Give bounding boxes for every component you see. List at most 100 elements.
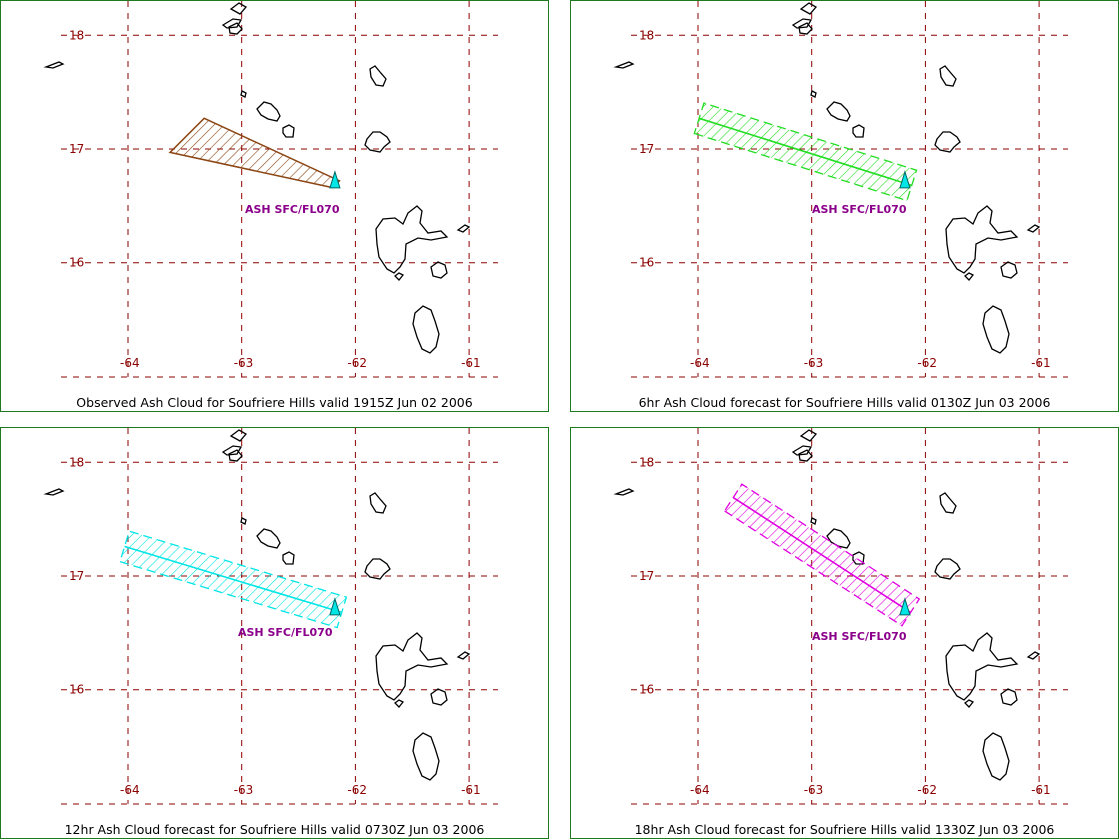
latitude-label: 16 (69, 683, 84, 697)
grid-lines (61, 1, 498, 378)
ash-cloud-axis (698, 117, 912, 187)
island-la-desirade (1026, 651, 1041, 660)
ash-level-label: ASH SFC/FL070 (238, 626, 333, 639)
longitude-label: -61 (1031, 783, 1051, 797)
island-nevis-north (791, 445, 813, 456)
volcano-icon (899, 170, 911, 189)
latitude-label: 17 (639, 569, 654, 583)
latitude-label: 16 (639, 256, 654, 270)
latitude-label: 18 (639, 28, 654, 42)
island-marie-galante (430, 688, 448, 706)
longitude-label: -62 (917, 356, 937, 370)
island-montserrat-n (826, 528, 851, 549)
island-antigua (364, 131, 391, 153)
island-saba (43, 488, 65, 496)
longitude-label: -63 (234, 783, 254, 797)
volcano-marker (329, 170, 341, 189)
ash-level-label: ASH SFC/FL070 (245, 203, 340, 216)
ash-cloud-axis (124, 545, 342, 614)
island-antigua-top (799, 429, 818, 442)
island-small-a (228, 449, 243, 462)
island-marie-galante (1000, 261, 1018, 279)
island-la-desirade (456, 651, 471, 660)
latitude-label: 16 (69, 256, 84, 270)
island-marie-galante (430, 261, 448, 279)
ash-cloud (168, 117, 341, 189)
island-montserrat-n (256, 101, 281, 122)
longitude-label: -61 (461, 356, 481, 370)
island-saba (613, 61, 635, 69)
longitude-label: -64 (120, 783, 140, 797)
longitude-label: -64 (120, 356, 140, 370)
island-redonda (240, 90, 247, 98)
island-dominica (982, 732, 1010, 781)
panel-caption: 6hr Ash Cloud forecast for Soufriere Hil… (638, 395, 1051, 410)
longitude-label: -63 (804, 356, 824, 370)
map-canvas: 18 17 16 -64 -63 -62 -61 ASH SFC/FL070 (613, 428, 1068, 805)
grid-lines (631, 1, 1068, 378)
island-antigua-top (229, 2, 248, 15)
latitude-label: 17 (69, 142, 84, 156)
ash-cloud (693, 102, 918, 202)
panel-caption: 12hr Ash Cloud forecast for Soufriere Hi… (64, 822, 485, 837)
island-les-saintes (964, 699, 975, 708)
island-montserrat (282, 551, 295, 565)
island-barbuda (369, 492, 387, 514)
map-canvas: 18 17 16 -64 -63 -62 -61 ASH SFC/FL070 (613, 1, 1068, 378)
island-montserrat-n (826, 101, 851, 122)
volcano-icon (899, 597, 911, 616)
island-redonda (810, 517, 817, 525)
island-small-a (798, 449, 813, 462)
island-barbuda (939, 65, 957, 87)
panel-caption: 18hr Ash Cloud forecast for Soufriere Hi… (634, 822, 1055, 837)
longitude-label: -63 (234, 356, 254, 370)
ash-level-label: ASH SFC/FL070 (812, 630, 907, 643)
latitude-label: 17 (639, 142, 654, 156)
longitude-label: -63 (804, 783, 824, 797)
volcano-icon (329, 170, 341, 189)
latitude-label: 18 (69, 455, 84, 469)
island-marie-galante (1000, 688, 1018, 706)
island-saba (43, 61, 65, 69)
latitude-label: 16 (639, 683, 654, 697)
island-antigua-top (229, 429, 248, 442)
coastlines (613, 429, 1041, 781)
latitude-label: 17 (69, 569, 84, 583)
island-les-saintes (394, 699, 405, 708)
longitude-label: -62 (917, 783, 937, 797)
volcano-marker (899, 170, 911, 189)
island-montserrat (282, 124, 295, 138)
island-saba (613, 488, 635, 496)
map-panel-6hr: 18 17 16 -64 -63 -62 -61 ASH SFC/FL070 6hr Ash… (570, 0, 1119, 412)
island-montserrat (852, 124, 865, 138)
island-redonda (240, 517, 247, 525)
grid-labels: 18 17 16 -64 -63 -62 -61 (69, 28, 481, 370)
longitude-label: -62 (347, 783, 367, 797)
longitude-label: -61 (461, 783, 481, 797)
grid-lines (61, 428, 498, 805)
latitude-label: 18 (639, 455, 654, 469)
panel-caption: Observed Ash Cloud for Soufriere Hills v… (76, 395, 473, 410)
map-panel-12hr: 18 17 16 -64 -63 -62 -61 ASH SFC/FL070 12hr As… (0, 427, 549, 839)
island-antigua (934, 558, 961, 580)
island-dominica (412, 732, 440, 781)
island-dominica (982, 305, 1010, 354)
longitude-label: -61 (1031, 356, 1051, 370)
latitude-label: 18 (69, 28, 84, 42)
island-guadeloupe (945, 632, 1019, 701)
island-small-a (228, 22, 243, 35)
ash-level-label: ASH SFC/FL070 (812, 203, 907, 216)
island-barbuda (369, 65, 387, 87)
grid-labels: 18 17 16 -64 -63 -62 -61 (639, 28, 1051, 370)
island-dominica (412, 305, 440, 354)
grid-lines (631, 428, 1068, 805)
island-les-saintes (394, 272, 405, 281)
island-barbuda (939, 492, 957, 514)
longitude-label: -64 (690, 356, 710, 370)
island-la-desirade (456, 224, 471, 233)
volcano-marker (899, 597, 911, 616)
map-panel-18hr: 18 17 16 -64 -63 -62 -61 ASH SFC/FL070 18hr As… (570, 427, 1119, 839)
island-guadeloupe (375, 205, 449, 274)
island-montserrat-n (256, 528, 281, 549)
island-nevis-north (791, 18, 813, 29)
